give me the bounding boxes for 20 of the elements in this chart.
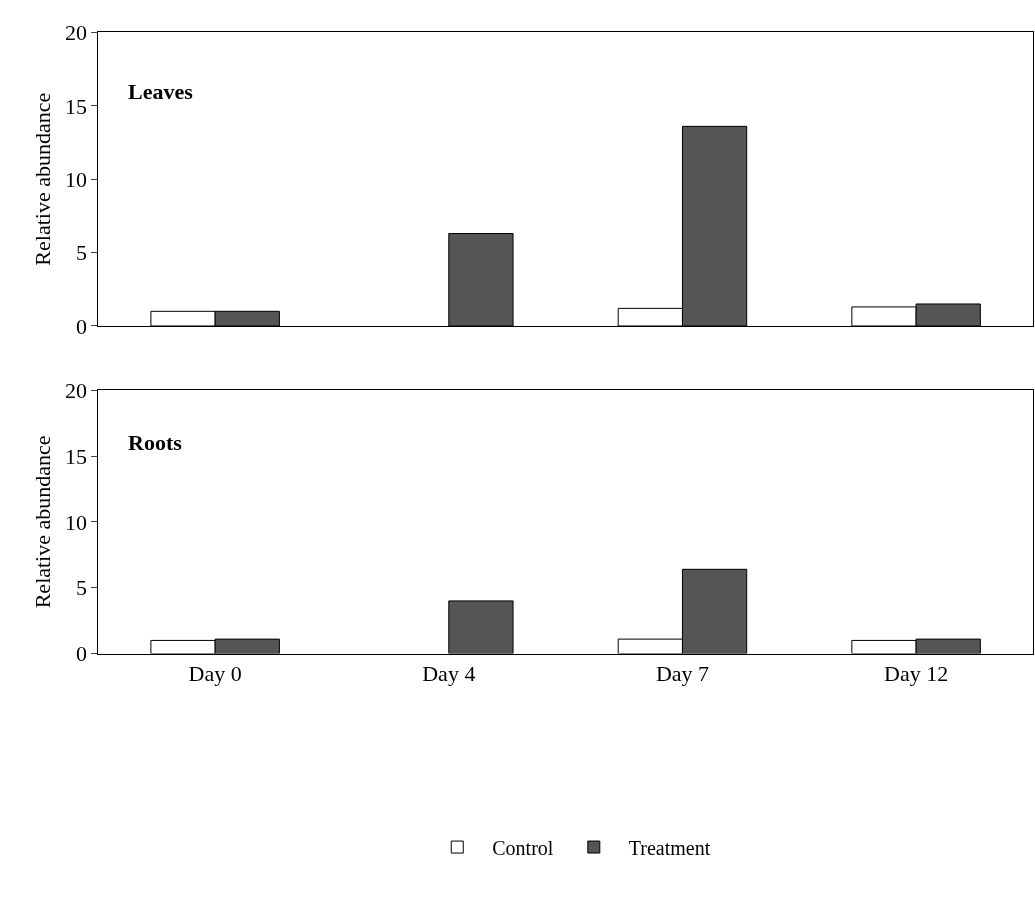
y-tick-label: 5: [75, 575, 87, 601]
annotation: Leaves: [128, 79, 194, 104]
x-tick-label: Day 4: [422, 661, 476, 687]
y-tick-label: 0: [75, 641, 87, 667]
y-tick-label: 15: [64, 93, 87, 119]
y-tick-label: 10: [64, 509, 87, 535]
y-tick-label: 0: [75, 313, 87, 339]
y-axis-title: Relative abundance: [29, 435, 55, 609]
y-tick-label: 20: [64, 377, 87, 403]
x-tick-label: Day 0: [188, 661, 242, 687]
y-tick-label: 20: [64, 20, 87, 46]
y-tick-label: 10: [64, 166, 87, 192]
legend-label: Treatment: [628, 836, 711, 859]
legend-label: Control: [492, 836, 554, 859]
y-axis-title: Relative abundance: [29, 92, 55, 266]
y-tick-label: 5: [75, 240, 87, 266]
x-tick-label: Day 12: [884, 661, 949, 687]
x-tick-label: Day 7: [655, 661, 710, 687]
annotation: Roots: [128, 430, 183, 455]
y-tick-label: 15: [64, 443, 87, 469]
